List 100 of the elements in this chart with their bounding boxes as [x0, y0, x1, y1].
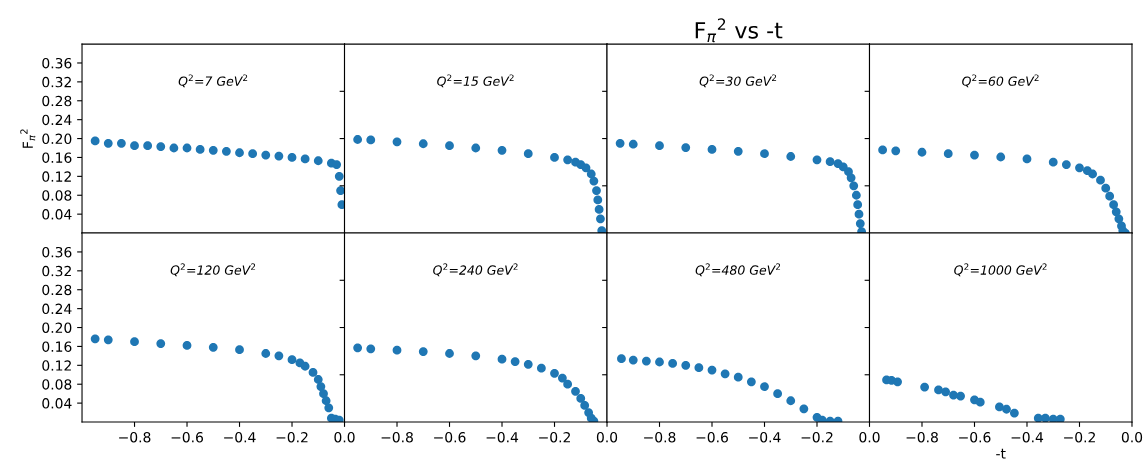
annotation: Q$^{2}$=120 GeV$^{2}$	[170, 263, 256, 277]
point	[130, 141, 139, 151]
point	[681, 143, 691, 152]
point	[182, 143, 192, 153]
annotation: Q$^{2}$=1000 GeV$^{2}$	[954, 263, 1047, 277]
point	[655, 141, 664, 151]
point	[471, 143, 481, 153]
point	[694, 363, 704, 373]
point	[332, 160, 342, 169]
point	[855, 219, 865, 228]
annotation: Q$^{2}$=30 GeV$^{2}$	[699, 74, 777, 88]
point	[1109, 200, 1119, 210]
point	[934, 385, 943, 395]
x-tick-label: −0.6	[696, 431, 728, 443]
point	[707, 145, 717, 154]
point	[235, 345, 244, 355]
x-tick-label: −0.4	[224, 431, 256, 443]
point	[1075, 163, 1084, 173]
point	[576, 394, 586, 403]
point	[143, 141, 153, 151]
y-tick-label: 0.20	[42, 322, 72, 333]
y-tick-label: 0.16	[42, 341, 72, 352]
point	[337, 200, 345, 210]
point	[334, 171, 344, 181]
point	[668, 359, 678, 368]
point	[628, 355, 638, 365]
point	[445, 141, 454, 151]
point	[846, 173, 856, 183]
y-tick-label: 0.32	[42, 265, 71, 277]
point	[550, 368, 559, 378]
point	[313, 156, 323, 166]
point	[392, 345, 402, 355]
point	[799, 404, 809, 414]
point	[920, 382, 930, 392]
point	[1061, 160, 1071, 169]
point	[893, 377, 902, 387]
y-tick-label: 0.24	[42, 114, 72, 126]
point	[733, 146, 743, 156]
x-tick-label: −0.4	[749, 431, 781, 443]
point	[760, 382, 769, 391]
x-tick-label: −0.6	[959, 431, 991, 443]
y-tick-label: 0.28	[42, 284, 72, 296]
annotation: Q$^{2}$=7 GeV$^{2}$	[178, 74, 248, 88]
y-tick-label: 0.12	[42, 360, 71, 371]
point	[812, 155, 822, 165]
x-tick-label: −0.8	[119, 431, 151, 443]
point	[1022, 154, 1032, 164]
point	[851, 190, 861, 200]
point	[641, 356, 651, 366]
point	[878, 145, 888, 155]
point	[497, 354, 507, 364]
y-tick-label: 0.36	[42, 246, 72, 258]
annotation: Q$^{2}$=15 GeV$^{2}$	[437, 74, 514, 88]
point	[274, 351, 284, 361]
point	[418, 347, 428, 357]
point	[208, 342, 218, 352]
point	[248, 149, 258, 159]
point	[353, 343, 363, 353]
x-tick-label: −0.2	[1064, 431, 1095, 443]
point	[287, 355, 297, 365]
x-tick-label: −0.2	[539, 431, 570, 443]
point	[995, 402, 1004, 412]
point	[786, 396, 796, 406]
y-tick-label: 0.04	[42, 398, 72, 409]
x-tick-label: 0.0	[596, 431, 618, 443]
x-tick-label: −0.4	[1011, 431, 1044, 443]
point	[557, 373, 567, 383]
x-tick-label: −0.6	[171, 431, 204, 443]
x-tick-label: 0.0	[859, 431, 880, 443]
y-tick-label: 0.04	[42, 209, 72, 220]
point	[90, 334, 100, 344]
y-tick-label: 0.08	[42, 190, 72, 201]
point	[222, 146, 231, 156]
point	[550, 153, 559, 162]
point	[1101, 183, 1111, 193]
y-tick-label: 0.12	[42, 171, 71, 182]
point	[720, 369, 730, 379]
point	[589, 176, 599, 186]
point	[1040, 413, 1050, 423]
point	[943, 149, 953, 159]
point	[1105, 191, 1115, 201]
point	[956, 391, 965, 401]
point	[596, 214, 605, 224]
x-tick-label: −0.8	[906, 431, 938, 443]
point	[655, 357, 664, 367]
point	[497, 145, 507, 155]
y-tick-label: 0.32	[42, 76, 71, 88]
point	[156, 339, 166, 348]
point	[208, 145, 218, 155]
y-tick-label: 0.16	[42, 152, 72, 163]
point	[261, 349, 271, 358]
point	[523, 149, 533, 159]
point	[235, 148, 244, 158]
point	[366, 344, 376, 354]
point	[117, 138, 126, 148]
point	[103, 138, 113, 148]
point	[536, 363, 546, 373]
point	[392, 137, 402, 147]
point	[617, 354, 626, 364]
point	[628, 139, 638, 149]
